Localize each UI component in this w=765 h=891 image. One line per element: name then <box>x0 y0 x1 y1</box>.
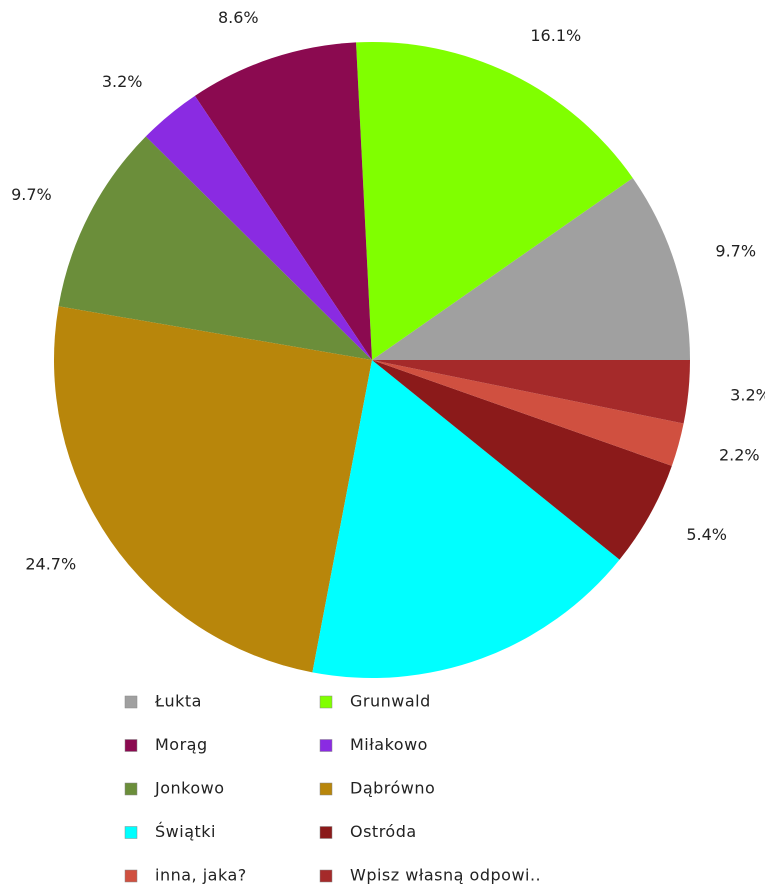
legend-swatch <box>124 869 138 883</box>
value-label: 16.1% <box>530 26 581 45</box>
pie-slice <box>372 177 690 360</box>
legend-label: Jonkowo <box>154 779 225 798</box>
legend-swatch <box>124 695 138 709</box>
value-label: 24.7% <box>25 555 76 574</box>
pie-slice <box>145 95 372 360</box>
value-label: 3.2% <box>730 386 765 405</box>
legend-label: Świątki <box>155 822 216 841</box>
pie-slice <box>372 360 684 466</box>
legend-swatch <box>319 782 333 796</box>
legend-label: inna, jaka? <box>155 866 247 885</box>
value-label: 3.2% <box>102 72 143 91</box>
legend-label: Miłakowo <box>350 735 428 754</box>
value-label: 8.6% <box>218 8 259 27</box>
legend-swatch <box>319 695 333 709</box>
value-label: 9.7% <box>11 185 52 204</box>
legend-label: Grunwald <box>350 692 431 711</box>
legend-swatch <box>124 826 138 839</box>
pie-slice <box>194 42 372 361</box>
pie-slice <box>53 306 373 673</box>
legend-label: Łukta <box>154 692 202 711</box>
pie-slice <box>312 360 620 678</box>
legend-label: Dąbrówno <box>350 779 435 798</box>
legend-swatch <box>124 782 138 796</box>
legend-swatch <box>319 869 333 883</box>
pie-slice <box>58 136 373 360</box>
pie-slice <box>372 360 690 424</box>
pie-slice <box>372 360 672 560</box>
pie-slice <box>356 42 633 361</box>
legend-label: Ostróda <box>350 822 417 841</box>
legend-swatch <box>319 826 333 839</box>
legend-label: Wpisz własną odpowi.. <box>350 866 541 885</box>
value-label: 2.2% <box>719 446 760 465</box>
legend-swatch <box>319 739 333 752</box>
legend-swatch <box>124 739 138 752</box>
legend-label: Morąg <box>155 735 208 754</box>
value-label: 5.4% <box>686 525 727 544</box>
value-label: 9.7% <box>715 241 756 260</box>
